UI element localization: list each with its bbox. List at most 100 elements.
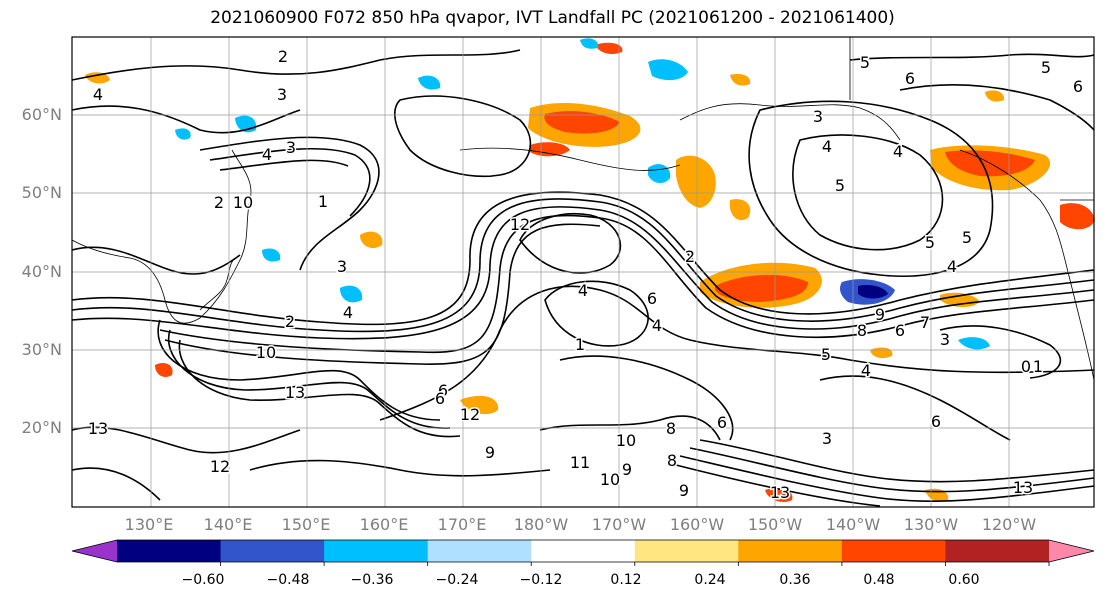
contour-label: 6 (905, 69, 915, 88)
contour-label: 5 (1041, 58, 1051, 77)
contour-label: 6 (438, 381, 448, 400)
contour-label: 6 (717, 413, 727, 432)
contour-label: 5 (925, 233, 935, 252)
contour-label: 4 (578, 281, 588, 300)
coast-alaska (679, 103, 901, 141)
contour-label: 6 (895, 321, 905, 340)
lon-label-170e: 170°E (437, 515, 487, 534)
colorbar-segment (427, 540, 532, 562)
contour-gyre-east (748, 100, 994, 277)
lat-label-20n: 20°N (21, 418, 62, 437)
colorbar (71, 539, 1095, 566)
contour-kamchatka-c (219, 159, 349, 171)
contour-kamchatka-a (199, 136, 380, 271)
colorbar-tick: 0.48 (863, 572, 895, 588)
contour-label: 7 (920, 313, 930, 332)
colorbar-extend-min (72, 540, 117, 562)
colorbar-segment (634, 540, 739, 562)
contour-label: 5 (821, 345, 831, 364)
contour-kamchatka-b (209, 147, 371, 217)
contour-label: 2 (285, 312, 295, 331)
contour-label: 10 (600, 470, 620, 489)
contour-south-band-d (679, 455, 1095, 503)
contour-south-b (249, 459, 551, 477)
contour-jet-d (159, 214, 1095, 354)
contour-jet-e (164, 223, 601, 365)
positive-anomaly-n3 (985, 90, 1005, 102)
contour-west-swirl-c (178, 339, 461, 438)
negative-anomaly-w3 (418, 75, 441, 90)
colorbar-segment (841, 540, 946, 562)
coast-na-west (959, 149, 1095, 381)
lon-label-160w: 160°W (669, 515, 725, 534)
filled-anomaly-regions (85, 38, 1095, 502)
positive-anomaly-bc (1060, 203, 1095, 230)
colorbar-segment (738, 540, 843, 562)
contour-south-band-b (699, 439, 1095, 483)
lat-label-50n: 50°N (21, 183, 62, 202)
contour-label: 3 (286, 138, 296, 157)
contour-label: 13 (88, 419, 108, 438)
contour-ne-a (849, 53, 1095, 61)
negative-anomaly-bering (648, 59, 688, 81)
coast-aleutians (459, 147, 681, 171)
contour-label: 8 (857, 321, 867, 340)
negative-anomaly-w2 (340, 285, 363, 303)
contour-label: 8 (666, 419, 676, 438)
contour-label: 13 (1013, 478, 1033, 497)
negative-anomaly-n2 (175, 128, 191, 140)
contour-label: 8 (667, 451, 677, 470)
contour-label: 2 (214, 193, 224, 212)
lat-label-60n: 60°N (21, 105, 62, 124)
contour-north-b (71, 105, 301, 134)
positive-anomaly-alaska (676, 155, 716, 208)
positive-anomaly-bering2 (530, 142, 570, 157)
map-title: 2021060900 F072 850 hPa qvapor, IVT Land… (210, 8, 895, 28)
colorbar-tick: 0.12 (610, 572, 642, 588)
negative-anomaly-e1 (958, 337, 990, 350)
contour-jet-a (71, 191, 1095, 326)
contour-label: 4 (947, 257, 957, 276)
colorbar-segment (117, 540, 222, 562)
contour-label: 1 (575, 335, 585, 354)
contour-label: 4 (893, 142, 903, 161)
colorbar-segment (945, 540, 1050, 562)
contour-label: 4 (652, 316, 662, 335)
lon-label-160e: 160°E (359, 515, 409, 534)
lon-label-140e: 140°E (203, 515, 253, 534)
positive-anomaly-s2 (765, 488, 793, 502)
positive-anomaly-s3 (925, 488, 949, 502)
contour-mid-a (71, 246, 241, 275)
contour-north-a (71, 49, 521, 81)
positive-anomaly-w1 (85, 72, 110, 84)
contour-mid-b (559, 355, 734, 441)
lat-label-40n: 40°N (21, 262, 62, 281)
contour-label: 3 (813, 107, 823, 126)
coast-asia (71, 149, 252, 324)
contour-label: 10 (256, 343, 276, 362)
contour-label: 9 (622, 460, 632, 479)
contour-label: 5 (835, 176, 845, 195)
contour-mid-c (819, 375, 1011, 441)
contour-label: 9 (875, 305, 885, 324)
lon-label-180w: 180°W (513, 515, 569, 534)
colorbar-segment (324, 540, 429, 562)
negative-anomaly-alaska (648, 164, 671, 184)
colorbar-outline (71, 539, 1095, 563)
colorbar-extend-max (1049, 540, 1094, 562)
contour-label: 12 (210, 457, 230, 476)
colorbar-tick: 0.60 (948, 572, 980, 588)
colorbar-segment (531, 540, 636, 562)
colorbar-tick: −0.36 (350, 572, 394, 588)
contour-label: 4 (822, 137, 832, 156)
positive-anomaly-goa2 (729, 199, 751, 220)
colorbar-tick: 0.24 (694, 572, 726, 588)
contour-lines (71, 49, 1095, 507)
coastlines (71, 37, 1095, 381)
contour-label: 3 (337, 257, 347, 276)
coast-canada-border (849, 37, 1094, 201)
contour-label: 4 (343, 303, 353, 322)
contour-south-d (71, 467, 161, 501)
